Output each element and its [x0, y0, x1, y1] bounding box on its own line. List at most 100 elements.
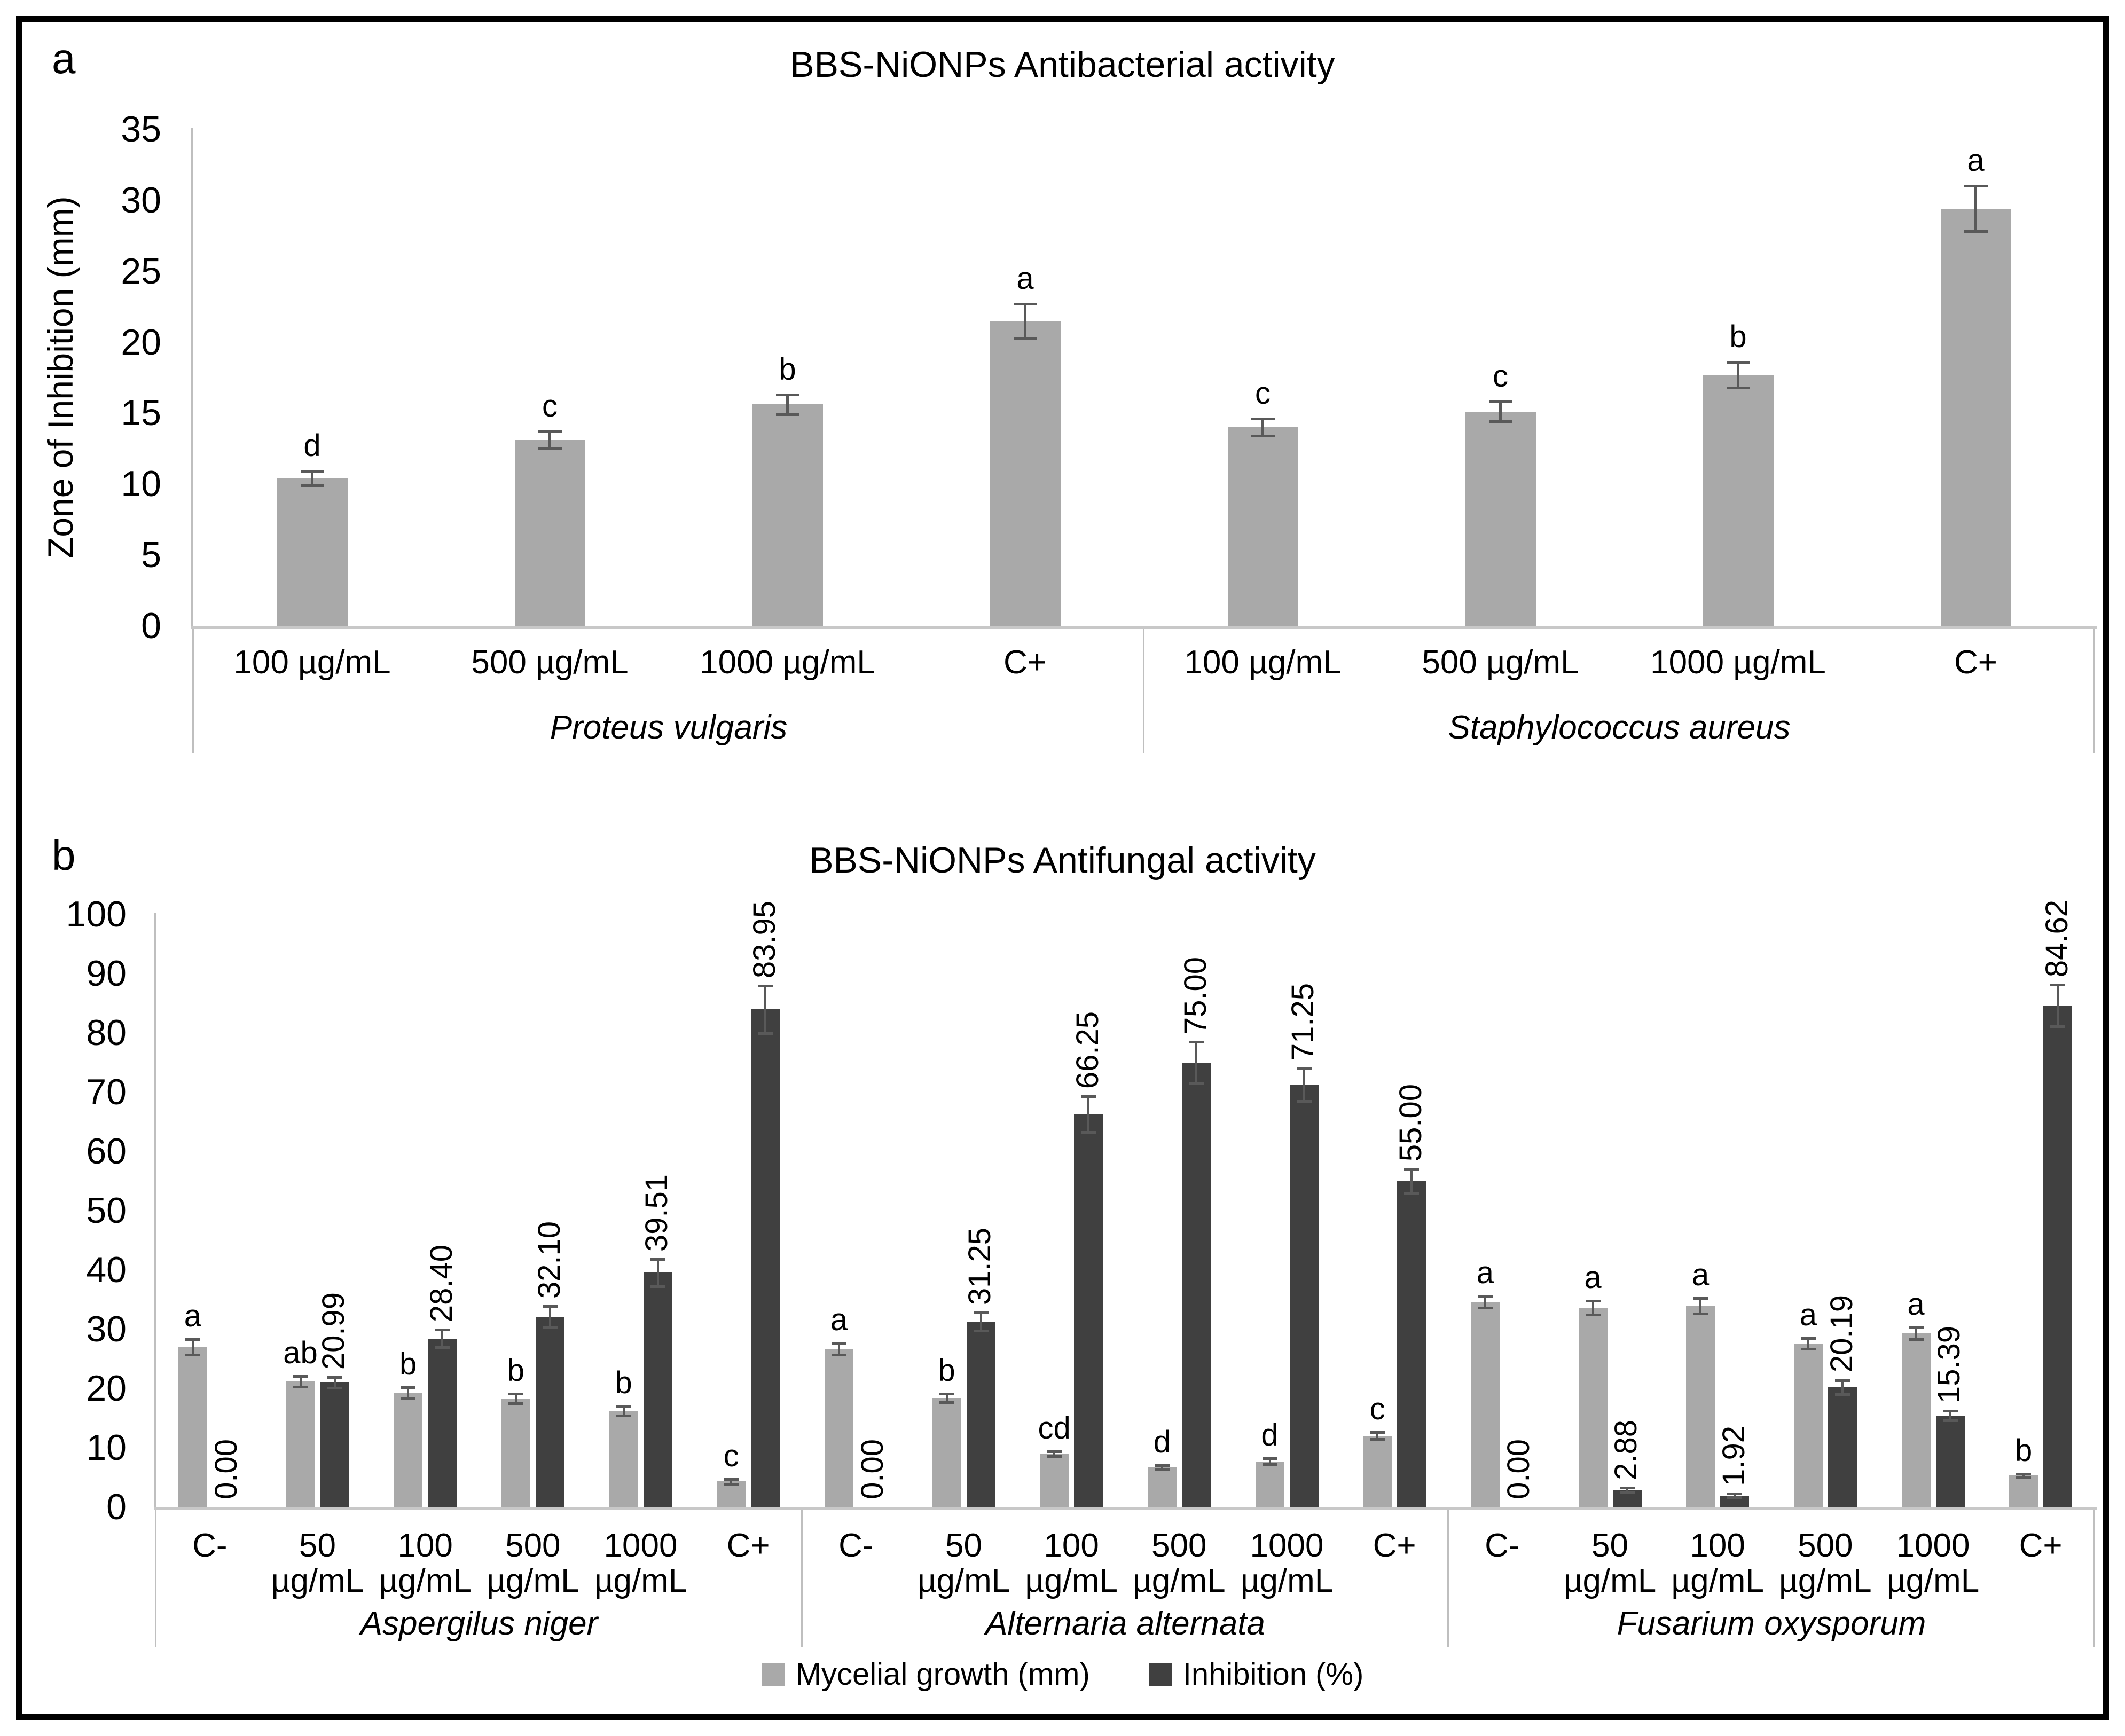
error-bar-top-cap [538, 430, 562, 433]
error-bar-top-cap [1942, 1410, 1958, 1413]
error-bar-bottom-cap [1188, 1082, 1204, 1085]
bar-inhibition [2043, 1005, 2073, 1507]
bar-value [932, 1397, 961, 1507]
antifungal-chart-title: BBS-NiONPs Antifungal activity [809, 840, 1316, 881]
error-bar-top-cap [1404, 1168, 1420, 1171]
bar-inhibition [1181, 1062, 1211, 1507]
category-group-divider [2093, 1510, 2095, 1647]
category-label: C+ [726, 1527, 770, 1564]
error-bar-bottom-cap [1477, 1307, 1493, 1310]
category-group-divider [155, 1510, 156, 1647]
bar-value [1470, 1301, 1500, 1507]
error-bar-top-cap [1488, 400, 1512, 404]
error-bar [333, 1377, 336, 1388]
error-bar-bottom-cap [1619, 1491, 1635, 1494]
group-label-3: Fusarium oxysporum [1617, 1605, 1926, 1642]
error-bar [1484, 1295, 1486, 1308]
significance-letter: cd [1038, 1410, 1071, 1446]
error-bar [656, 1259, 659, 1286]
significance-letter: a [1907, 1286, 1925, 1322]
category-label: C+ [1373, 1527, 1416, 1564]
error-bar-bottom-cap [1585, 1314, 1601, 1317]
error-bar-top-cap [1013, 302, 1037, 305]
bar-value [1465, 411, 1536, 626]
bar-value [178, 1347, 207, 1507]
error-bar-top-cap [1251, 418, 1275, 421]
bar-value-label: 71.25 [1285, 983, 1321, 1061]
figure-border: a BBS-NiONPs Antibacterial activity Zone… [16, 16, 2109, 1720]
error-bar-top-cap [1800, 1337, 1816, 1340]
y-axis-line [154, 913, 156, 1510]
significance-letter: a [1692, 1258, 1710, 1293]
antibacterial-chart-title: BBS-NiONPs Antibacterial activity [790, 44, 1335, 85]
error-bar-bottom-cap [1964, 230, 1988, 233]
error-bar-top-cap [1693, 1297, 1708, 1300]
error-bar-bottom-cap [1154, 1467, 1170, 1471]
error-bar-top-cap [775, 393, 799, 396]
bar-value [1578, 1308, 1608, 1507]
error-bar-bottom-cap [1693, 1313, 1708, 1316]
bar-value-label: 83.95 [747, 900, 782, 978]
bar-value [1901, 1333, 1931, 1507]
category-sublabel: µg/mL [917, 1562, 1010, 1599]
bar-value-label: 15.39 [1932, 1326, 1967, 1404]
category-sublabel: µg/mL [1779, 1562, 1872, 1599]
category-label: 100 µg/mL [1184, 644, 1342, 681]
y-tick-label: 10 [121, 464, 161, 505]
error-bar-top-cap [508, 1392, 523, 1395]
error-bar-bottom-cap [724, 1482, 739, 1486]
error-bar-top-cap [2016, 1472, 2032, 1475]
bar-value [286, 1381, 315, 1507]
y-tick-label: 50 [86, 1190, 127, 1231]
significance-letter: a [1967, 143, 1985, 178]
error-bar [1053, 1451, 1056, 1456]
error-bar [1024, 303, 1026, 338]
y-tick-label: 40 [86, 1250, 127, 1290]
y-tick-label: 0 [141, 606, 161, 646]
error-bar [1195, 1041, 1197, 1083]
error-bar [1841, 1380, 1844, 1395]
error-bar [622, 1406, 625, 1416]
error-bar-top-cap [300, 470, 324, 473]
significance-letter: c [1255, 376, 1271, 411]
category-sublabel: µg/mL [1671, 1562, 1764, 1599]
error-bar [514, 1393, 517, 1403]
error-bar [2057, 984, 2059, 1026]
category-label: 1000 [1250, 1527, 1324, 1564]
category-sublabel: µg/mL [1025, 1562, 1118, 1599]
error-bar-bottom-cap [327, 1387, 342, 1389]
category-group-divider [1143, 629, 1144, 753]
bar-value [501, 1398, 530, 1507]
y-tick-label: 0 [106, 1487, 127, 1527]
category-label: 50 [945, 1527, 982, 1564]
bar-value-label: 28.40 [424, 1244, 459, 1323]
error-bar [764, 985, 767, 1033]
legend-label-inhibition: Inhibition (%) [1182, 1657, 1364, 1692]
error-bar-bottom-cap [538, 447, 562, 450]
error-bar [2022, 1473, 2025, 1478]
category-label: C+ [1003, 644, 1047, 681]
category-sublabel: µg/mL [1886, 1562, 1980, 1599]
error-bar [548, 431, 551, 449]
bar-value-label: 20.19 [1824, 1295, 1859, 1373]
error-bar-top-cap [939, 1392, 954, 1395]
bar-value [1793, 1343, 1823, 1507]
x-axis-line [191, 626, 2097, 629]
bar-value-label: 2.88 [1609, 1419, 1644, 1480]
bar-inhibition [643, 1272, 672, 1507]
bar-value [1147, 1467, 1177, 1507]
category-label: C+ [2019, 1527, 2063, 1564]
bar-value [1255, 1461, 1284, 1507]
significance-letter: a [1584, 1260, 1602, 1295]
error-bar-bottom-cap [650, 1285, 665, 1288]
error-bar [1410, 1169, 1413, 1193]
y-tick-label: 20 [86, 1368, 127, 1409]
error-bar-bottom-cap [1800, 1347, 1816, 1350]
error-bar [1699, 1298, 1702, 1314]
category-group-divider [801, 1510, 803, 1647]
significance-letter: d [1261, 1417, 1279, 1452]
category-label: 100 [1690, 1527, 1745, 1564]
category-label: 100 [1044, 1527, 1099, 1564]
y-tick-label: 25 [121, 250, 161, 292]
bar-value-label: 39.51 [639, 1174, 675, 1252]
